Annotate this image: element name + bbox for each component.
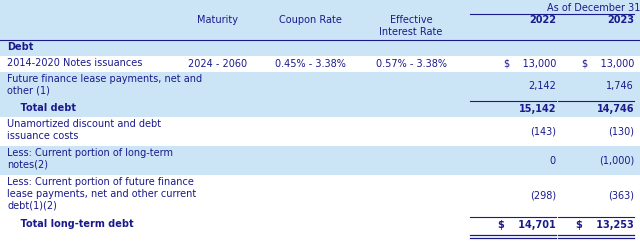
Bar [0, 146, 640, 175]
Bar [0, 175, 640, 217]
Text: $    13,000: $ 13,000 [582, 59, 634, 69]
Text: 15,142: 15,142 [518, 104, 556, 114]
Text: (130): (130) [608, 127, 634, 137]
Text: (143): (143) [530, 127, 556, 137]
Text: 0.45% - 3.38%: 0.45% - 3.38% [275, 59, 346, 69]
Text: (363): (363) [608, 191, 634, 201]
Text: 2,142: 2,142 [528, 81, 556, 92]
Bar [0, 101, 640, 117]
Text: 2023: 2023 [607, 15, 634, 25]
Bar [0, 217, 640, 233]
Text: Unamortized discount and debt
issuance costs: Unamortized discount and debt issuance c… [7, 119, 161, 141]
Text: Future finance lease payments, net and
other (1): Future finance lease payments, net and o… [7, 74, 202, 95]
Text: $    13,000: $ 13,000 [504, 59, 556, 69]
Text: 1,746: 1,746 [606, 81, 634, 92]
Bar [0, 117, 640, 146]
Text: (298): (298) [530, 191, 556, 201]
Text: 2022: 2022 [529, 15, 556, 25]
Text: 0: 0 [550, 156, 556, 165]
Bar [0, 72, 640, 101]
Bar [0, 0, 640, 40]
Text: 2014-2020 Notes issuances: 2014-2020 Notes issuances [7, 58, 142, 68]
Text: $    13,253: $ 13,253 [576, 220, 634, 230]
Text: Coupon Rate: Coupon Rate [278, 15, 341, 25]
Text: (1,000): (1,000) [599, 156, 634, 165]
Bar [0, 56, 640, 72]
Text: 14,746: 14,746 [596, 104, 634, 114]
Text: 2024 - 2060: 2024 - 2060 [188, 59, 248, 69]
Bar [0, 40, 640, 56]
Text: Total long-term debt: Total long-term debt [7, 219, 134, 229]
Text: Total debt: Total debt [7, 103, 76, 113]
Text: Maturity: Maturity [198, 15, 239, 25]
Text: Less: Current portion of long-term
notes(2): Less: Current portion of long-term notes… [7, 148, 173, 170]
Text: Effective
Interest Rate: Effective Interest Rate [380, 15, 443, 37]
Text: Debt: Debt [7, 42, 33, 52]
Text: $    14,701: $ 14,701 [499, 220, 556, 230]
Text: Less: Current portion of future finance
lease payments, net and other current
de: Less: Current portion of future finance … [7, 177, 196, 210]
Text: As of December 31,: As of December 31, [547, 3, 640, 13]
Text: 0.57% - 3.38%: 0.57% - 3.38% [376, 59, 447, 69]
